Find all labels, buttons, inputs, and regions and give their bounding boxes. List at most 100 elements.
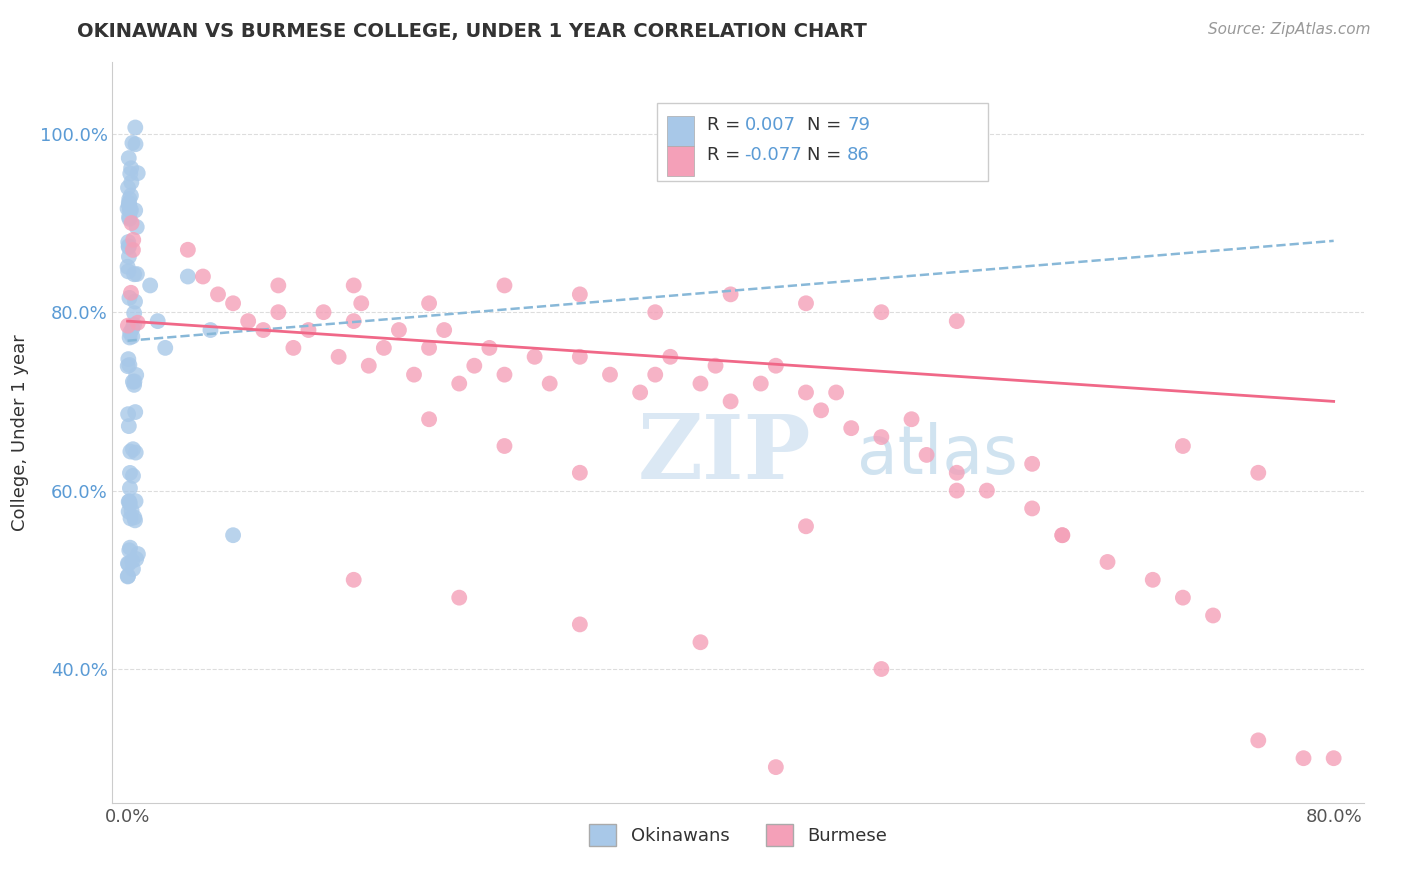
Point	[121, 136, 143, 150]
Point	[121, 321, 143, 335]
Point	[118, 419, 141, 434]
Point	[125, 267, 148, 281]
Point	[120, 285, 142, 300]
Point	[117, 180, 139, 194]
Point	[124, 203, 146, 218]
Point	[402, 368, 425, 382]
Point	[900, 412, 922, 426]
Point	[120, 167, 142, 181]
Point	[418, 341, 440, 355]
Point	[252, 323, 274, 337]
Point	[118, 198, 141, 212]
Point	[117, 557, 139, 571]
Point	[1323, 751, 1346, 765]
Point	[118, 481, 141, 495]
Point	[118, 330, 141, 344]
Point	[976, 483, 998, 498]
Text: -0.077: -0.077	[744, 146, 803, 164]
Point	[463, 359, 485, 373]
Point	[120, 541, 142, 555]
Point	[689, 376, 711, 391]
Point	[122, 375, 145, 389]
Point	[765, 760, 787, 774]
Point	[568, 466, 591, 480]
Point	[117, 352, 139, 367]
Point	[222, 296, 245, 310]
Point	[122, 468, 145, 483]
Point	[418, 296, 440, 310]
Text: ZIP: ZIP	[638, 411, 811, 499]
Point	[139, 278, 162, 293]
Point	[494, 439, 516, 453]
Point	[124, 494, 146, 508]
Point	[689, 635, 711, 649]
Point	[125, 445, 148, 459]
Point	[207, 287, 229, 301]
Point	[124, 510, 146, 524]
Point	[1021, 501, 1043, 516]
Text: 0.007: 0.007	[744, 116, 796, 135]
Point	[312, 305, 335, 319]
Point	[122, 306, 145, 320]
Point	[118, 504, 141, 518]
Point	[283, 341, 305, 355]
Text: 86: 86	[846, 146, 870, 164]
Point	[915, 448, 938, 462]
Point	[945, 314, 967, 328]
Point	[120, 203, 142, 218]
Point	[794, 296, 817, 310]
Point	[839, 421, 862, 435]
Point	[118, 250, 141, 264]
Point	[120, 444, 142, 458]
Text: N =: N =	[807, 146, 846, 164]
Point	[120, 161, 142, 176]
Point	[118, 496, 141, 510]
Point	[478, 341, 501, 355]
Point	[122, 243, 145, 257]
Point	[222, 528, 245, 542]
Point	[870, 430, 893, 444]
Point	[120, 188, 142, 202]
Point	[122, 267, 145, 281]
Point	[118, 203, 141, 218]
Point	[118, 494, 141, 508]
Point	[122, 233, 145, 247]
Point	[870, 662, 893, 676]
Point	[125, 220, 148, 235]
Point	[794, 519, 817, 533]
Point	[1247, 466, 1270, 480]
Point	[523, 350, 546, 364]
Point	[117, 359, 139, 373]
Point	[433, 323, 456, 337]
Point	[644, 368, 666, 382]
Point	[118, 210, 141, 224]
Point	[191, 269, 214, 284]
Point	[418, 412, 440, 426]
Point	[297, 323, 319, 337]
Point	[118, 240, 141, 254]
Point	[343, 314, 366, 328]
Point	[810, 403, 832, 417]
Point	[118, 192, 141, 206]
Point	[118, 291, 141, 305]
Point	[118, 211, 141, 226]
Point	[870, 305, 893, 319]
Point	[1052, 528, 1074, 542]
Point	[1247, 733, 1270, 747]
Point	[238, 314, 260, 328]
Point	[125, 552, 148, 566]
Point	[117, 264, 139, 278]
Text: Source: ZipAtlas.com: Source: ZipAtlas.com	[1208, 22, 1371, 37]
Point	[388, 323, 411, 337]
Point	[538, 376, 561, 391]
Point	[124, 137, 146, 152]
Point	[599, 368, 621, 382]
Point	[124, 405, 146, 419]
Point	[449, 591, 471, 605]
Point	[121, 216, 143, 230]
Point	[120, 175, 142, 189]
Point	[122, 442, 145, 457]
Point	[127, 166, 149, 180]
Point	[120, 511, 142, 525]
Legend: Okinawans, Burmese: Okinawans, Burmese	[582, 816, 894, 853]
